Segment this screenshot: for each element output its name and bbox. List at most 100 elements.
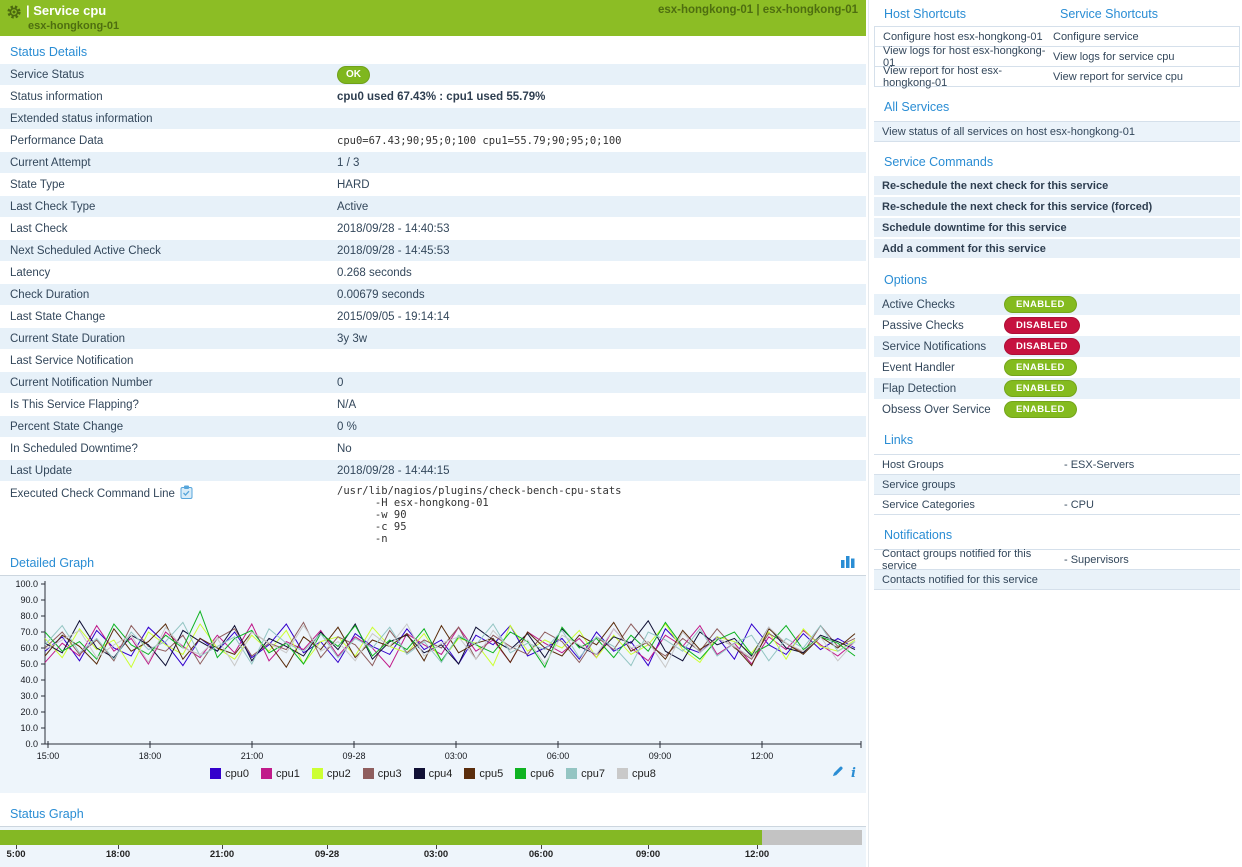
- service-command-link[interactable]: Add a comment for this service: [874, 239, 1240, 260]
- header-host-breadcrumb: esx-hongkong-01 | esx-hongkong-01: [658, 4, 858, 16]
- row-label: Last Check Type: [0, 201, 337, 213]
- graph-legend: cpu0cpu1cpu2cpu3cpu4cpu5cpu6cpu7cpu8: [0, 768, 866, 780]
- main-column: | Service cpu esx-hongkong-01 esx-hongko…: [0, 0, 866, 867]
- axis-label: 21:00: [210, 849, 234, 860]
- row-value: - ESX-Servers: [1064, 459, 1240, 471]
- row-label: Last Update: [0, 465, 337, 477]
- svg-text:09:00: 09:00: [649, 751, 672, 761]
- legend-label: cpu7: [581, 768, 605, 780]
- all-services-heading: All Services: [884, 100, 1240, 114]
- table-row: Last Service Notification: [0, 350, 866, 372]
- table-row: Current Notification Number0: [0, 372, 866, 394]
- legend-label: cpu5: [479, 768, 503, 780]
- gear-icon[interactable]: [6, 4, 22, 20]
- bar-chart-icon[interactable]: [841, 555, 856, 571]
- table-row: Executed Check Command Line/usr/lib/nagi…: [0, 482, 866, 548]
- legend-item: cpu6: [515, 768, 554, 780]
- service-command-link[interactable]: Re-schedule the next check for this serv…: [874, 176, 1240, 197]
- option-state-badge[interactable]: DISABLED: [1004, 317, 1080, 335]
- option-label: Obsess Over Service: [882, 404, 1004, 416]
- column-divider: [868, 0, 869, 867]
- option-row: Active ChecksENABLED: [874, 294, 1240, 315]
- row-value: - CPU: [1064, 499, 1240, 511]
- table-row: Current Attempt1 / 3: [0, 152, 866, 174]
- svg-text:60.0: 60.0: [20, 643, 38, 653]
- service-shortcut-link[interactable]: Configure service: [1053, 31, 1239, 43]
- info-icon[interactable]: i: [851, 766, 856, 781]
- detailed-graph-header: Detailed Graph: [0, 550, 866, 576]
- option-state-badge[interactable]: ENABLED: [1004, 359, 1077, 377]
- legend-label: cpu0: [225, 768, 249, 780]
- svg-text:40.0: 40.0: [20, 675, 38, 685]
- service-command-link[interactable]: Re-schedule the next check for this serv…: [874, 197, 1240, 218]
- table-row[interactable]: Service groups: [874, 475, 1240, 495]
- row-label: Latency: [0, 267, 337, 279]
- all-services-link[interactable]: View status of all services on host esx-…: [874, 121, 1240, 142]
- status-badge: OK: [337, 66, 370, 84]
- option-row: Service NotificationsDISABLED: [874, 336, 1240, 357]
- table-row: Performance Datacpu0=67.43;90;95;0;100 c…: [0, 130, 866, 152]
- row-label: Is This Service Flapping?: [0, 399, 337, 411]
- all-services-list: View status of all services on host esx-…: [874, 121, 1240, 142]
- option-state-badge[interactable]: ENABLED: [1004, 296, 1077, 314]
- svg-text:06:00: 06:00: [547, 751, 570, 761]
- table-row: Current State Duration3y 3w: [0, 328, 866, 350]
- legend-item: cpu1: [261, 768, 300, 780]
- option-state-badge[interactable]: ENABLED: [1004, 380, 1077, 398]
- host-shortcuts-heading: Host Shortcuts: [884, 7, 966, 21]
- table-row[interactable]: Host Groups- ESX-Servers: [874, 455, 1240, 475]
- detailed-graph-svg[interactable]: 0.010.020.030.040.050.060.070.080.090.01…: [0, 578, 866, 764]
- row-label: Host Groups: [874, 459, 1064, 471]
- row-label: Current Notification Number: [0, 377, 337, 389]
- status-graph-panel: 5:0018:0021:0009-2803:0006:0009:0012:00: [0, 827, 866, 867]
- status-graph-title: Status Graph: [10, 807, 84, 821]
- option-label: Active Checks: [882, 299, 1004, 311]
- service-command-link[interactable]: Schedule downtime for this service: [874, 218, 1240, 239]
- option-label: Passive Checks: [882, 320, 1004, 332]
- table-row: View report for host esx-hongkong-01View…: [875, 67, 1239, 87]
- table-row: Extended status information: [0, 108, 866, 130]
- legend-item: cpu0: [210, 768, 249, 780]
- options-list: Active ChecksENABLEDPassive ChecksDISABL…: [874, 294, 1240, 420]
- table-row: Next Scheduled Active Check2018/09/28 - …: [0, 240, 866, 262]
- legend-label: cpu3: [378, 768, 402, 780]
- option-row: Event HandlerENABLED: [874, 357, 1240, 378]
- svg-text:100.0: 100.0: [15, 579, 38, 589]
- legend-swatch: [566, 768, 577, 779]
- sidebar: Host Shortcuts Service Shortcuts Configu…: [874, 0, 1240, 590]
- legend-swatch: [414, 768, 425, 779]
- row-value: /usr/lib/nagios/plugins/check-bench-cpu-…: [337, 485, 866, 545]
- clipboard-icon[interactable]: [180, 485, 193, 502]
- row-value: 2015/09/05 - 19:14:14: [337, 311, 866, 323]
- legend-label: cpu4: [429, 768, 453, 780]
- axis-label: 09-28: [315, 849, 339, 860]
- option-state-badge[interactable]: ENABLED: [1004, 401, 1077, 419]
- row-label: Current Attempt: [0, 157, 337, 169]
- legend-item: cpu4: [414, 768, 453, 780]
- row-label: Executed Check Command Line: [0, 485, 337, 502]
- table-row: Last Check2018/09/28 - 14:40:53: [0, 218, 866, 240]
- option-state-badge[interactable]: DISABLED: [1004, 338, 1080, 356]
- legend-swatch: [312, 768, 323, 779]
- service-shortcut-link[interactable]: View logs for service cpu: [1053, 51, 1239, 63]
- row-label: Extended status information: [0, 113, 337, 125]
- row-label: Last Check: [0, 223, 337, 235]
- service-header: | Service cpu esx-hongkong-01 esx-hongko…: [0, 0, 866, 36]
- table-row[interactable]: Service Categories- CPU: [874, 495, 1240, 515]
- svg-text:12:00: 12:00: [751, 751, 774, 761]
- service-shortcut-link[interactable]: View report for service cpu: [1053, 71, 1239, 83]
- table-row[interactable]: Contacts notified for this service: [874, 570, 1240, 590]
- axis-label: 5:00: [6, 849, 25, 860]
- edit-pencil-icon[interactable]: [832, 764, 844, 782]
- host-shortcut-link[interactable]: Configure host esx-hongkong-01: [875, 31, 1053, 43]
- svg-text:50.0: 50.0: [20, 659, 38, 669]
- legend-label: cpu1: [276, 768, 300, 780]
- host-shortcut-link[interactable]: View report for host esx-hongkong-01: [875, 65, 1053, 89]
- status-timeline-bar: [0, 830, 862, 845]
- table-row: Last State Change2015/09/05 - 19:14:14: [0, 306, 866, 328]
- legend-item: cpu2: [312, 768, 351, 780]
- table-row[interactable]: Contact groups notified for this service…: [874, 550, 1240, 570]
- axis-label: 06:00: [529, 849, 553, 860]
- row-value: 2018/09/28 - 14:40:53: [337, 223, 866, 235]
- row-value: 0: [337, 377, 866, 389]
